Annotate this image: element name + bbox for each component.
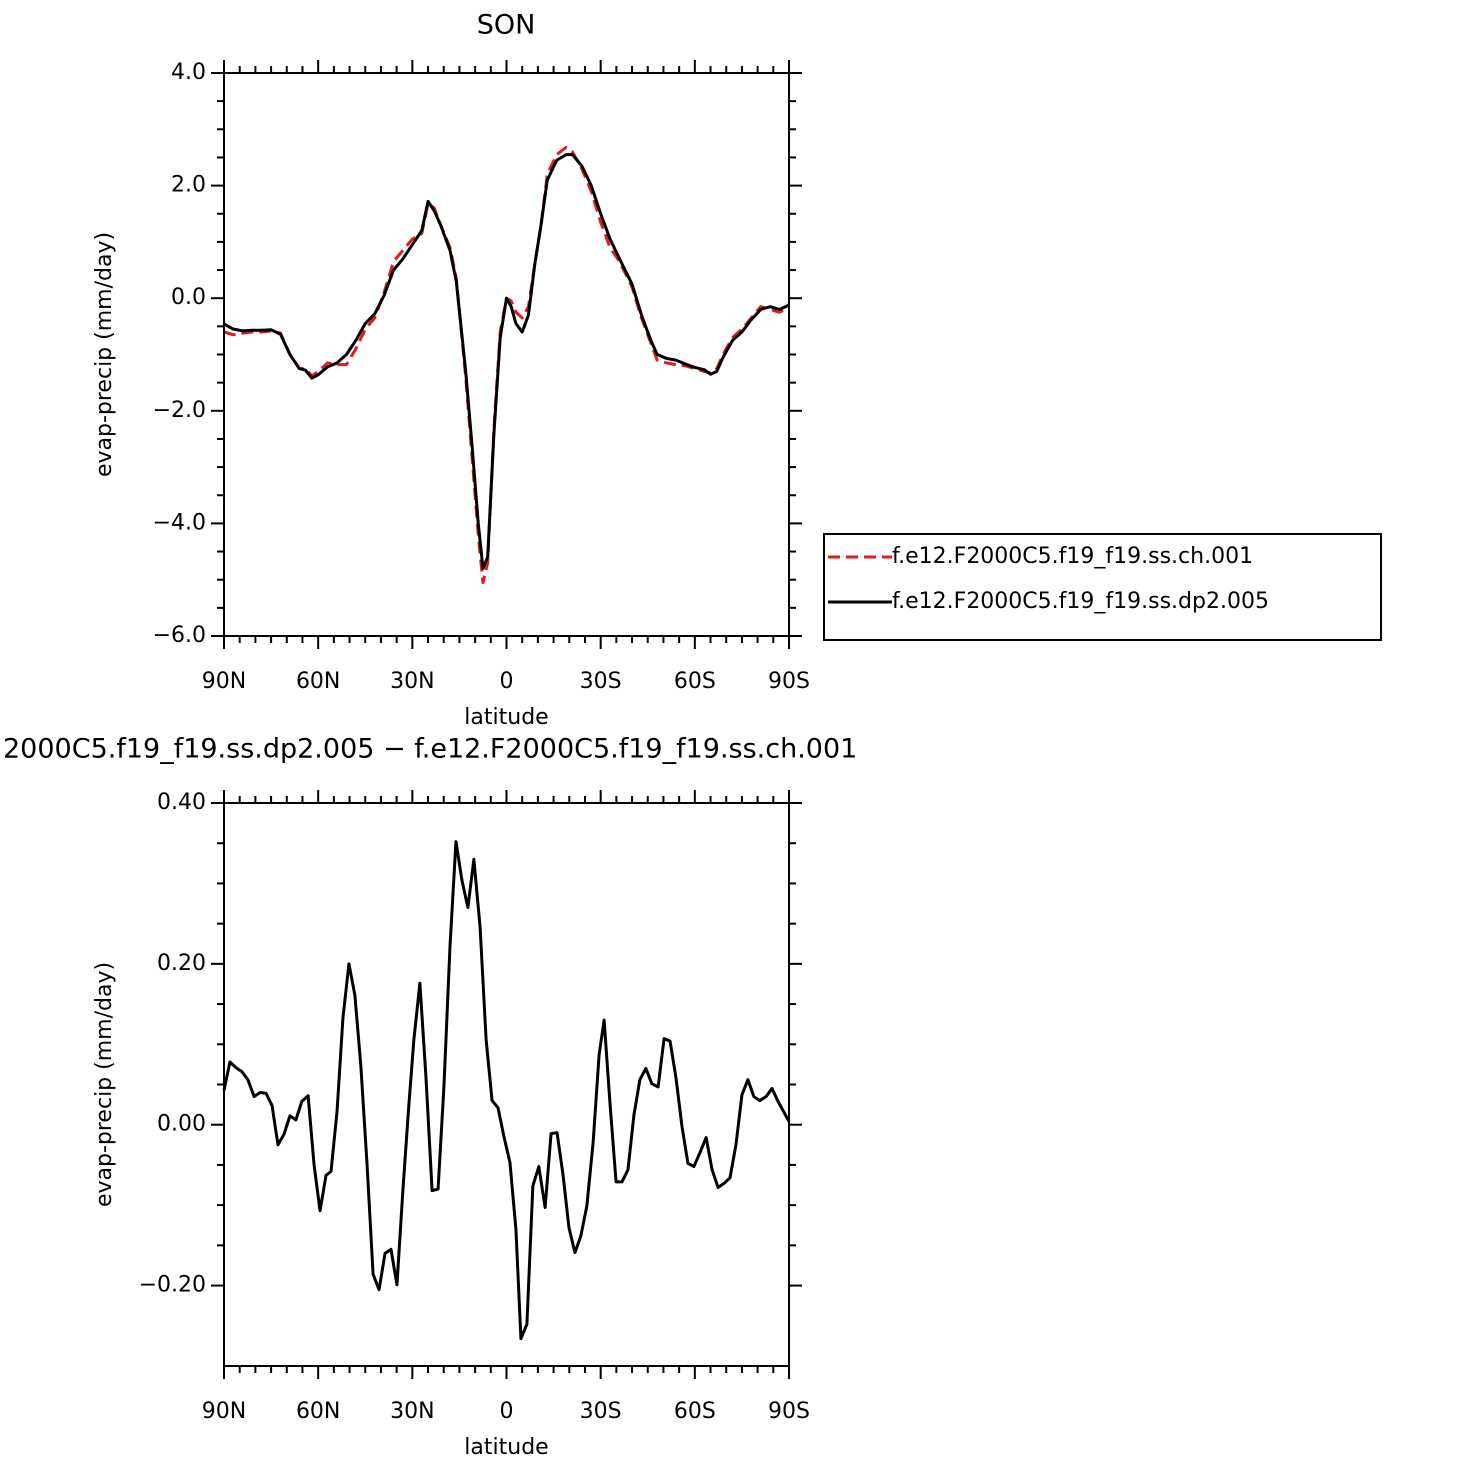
x-tick-label: 90N [202,669,246,694]
y-axis-label: evap-precip (mm/day) [92,962,117,1207]
plot-frame [223,802,790,1367]
legend-label: f.e12.F2000C5.f19_f19.ss.dp2.005 [892,589,1269,614]
chart-title: 2000C5.f19_f19.ss.dp2.005 − f.e12.F2000C… [3,734,857,765]
y-tick-label: −6.0 [153,623,206,648]
x-tick-label: 0 [500,669,514,694]
x-tick-label: 0 [500,1399,514,1424]
y-tick-label: −4.0 [153,510,206,535]
legend-label: f.e12.F2000C5.f19_f19.ss.ch.001 [892,544,1253,569]
y-tick-label: 0.00 [157,1112,206,1137]
plot-frame [223,72,790,637]
x-tick-label: 30N [390,669,434,694]
legend-box [823,533,1382,641]
x-tick-label: 90N [202,1399,246,1424]
y-tick-label: 4.0 [171,60,206,85]
x-tick-label: 30S [580,1399,622,1424]
x-tick-label: 60N [296,669,340,694]
x-tick-label: 60N [296,1399,340,1424]
y-tick-label: 0.40 [157,790,206,815]
x-axis-label: latitude [464,1435,548,1460]
y-axis-label: evap-precip (mm/day) [92,232,117,477]
x-tick-label: 60S [674,1399,716,1424]
y-tick-label: −2.0 [153,398,206,423]
data-line [222,840,791,1341]
y-tick-label: 2.0 [171,173,206,198]
chart-title: SON [477,10,536,41]
data-line [223,153,790,570]
x-tick-label: 60S [674,669,716,694]
x-tick-label: 30S [580,669,622,694]
x-tick-label: 90S [768,669,810,694]
x-axis-label: latitude [464,705,548,730]
data-line [223,145,790,585]
x-tick-label: 30N [390,1399,434,1424]
x-tick-label: 90S [768,1399,810,1424]
y-tick-label: 0.0 [171,285,206,310]
y-tick-label: −0.20 [139,1273,206,1298]
y-tick-label: 0.20 [157,951,206,976]
